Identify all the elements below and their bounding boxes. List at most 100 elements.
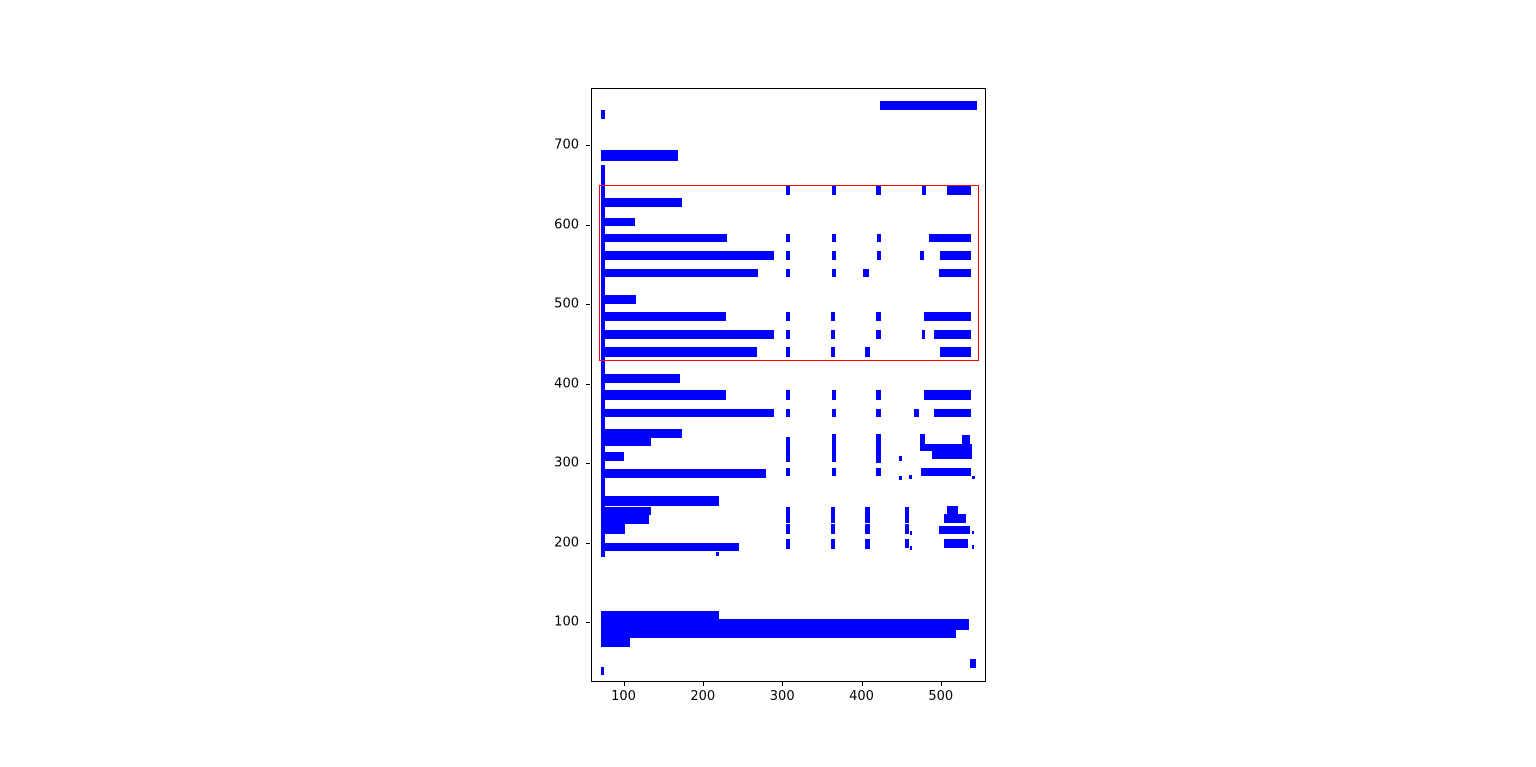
layout-box: [899, 455, 903, 462]
layout-box: [600, 507, 652, 516]
x-tick-label: 300: [769, 689, 795, 704]
layout-box: [830, 524, 836, 534]
layout-box: [785, 329, 790, 339]
layout-box: [785, 390, 790, 400]
y-tick-mark: [586, 304, 590, 306]
layout-box: [923, 312, 972, 322]
layout-box: [940, 347, 972, 357]
layout-box: [600, 329, 775, 339]
layout-box: [933, 329, 972, 339]
x-tick-mark: [940, 682, 942, 686]
layout-box: [600, 524, 626, 534]
highlight-rectangle: [598, 185, 979, 361]
layout-box: [600, 452, 625, 462]
layout-box: [876, 408, 881, 418]
layout-box: [600, 312, 726, 322]
layout-box: [600, 408, 775, 418]
layout-box: [831, 251, 837, 260]
layout-box: [785, 437, 790, 462]
layout-box: [785, 251, 790, 260]
layout-box: [785, 539, 790, 550]
y-tick-label: 200: [554, 535, 579, 551]
layout-box: [600, 268, 759, 278]
layout-box: [785, 233, 790, 243]
layout-box: [600, 165, 606, 558]
x-tick-mark: [702, 682, 704, 686]
layout-box: [600, 373, 680, 384]
y-tick-mark: [586, 542, 590, 544]
layout-box: [910, 546, 913, 551]
layout-box: [600, 233, 727, 243]
layout-box: [919, 434, 926, 445]
layout-box: [831, 186, 837, 195]
layout-box: [831, 268, 836, 278]
layout-box: [600, 610, 719, 620]
layout-box: [940, 251, 972, 260]
layout-box: [929, 233, 972, 243]
layout-box: [600, 390, 726, 400]
layout-box: [922, 329, 926, 339]
layout-box: [947, 505, 958, 516]
layout-box: [785, 408, 790, 418]
layout-box: [932, 450, 972, 460]
layout-box: [939, 525, 971, 534]
layout-box: [876, 434, 881, 464]
layout-box: [785, 186, 790, 195]
layout-box: [971, 545, 975, 549]
y-tick-mark: [586, 463, 590, 465]
layout-box: [876, 186, 881, 195]
layout-box: [933, 408, 972, 418]
layout-box: [600, 295, 636, 304]
x-tick-label: 500: [928, 689, 954, 704]
layout-box: [785, 524, 790, 534]
x-tick-label: 100: [611, 689, 636, 704]
layout-box: [830, 312, 836, 322]
layout-box: [863, 268, 869, 278]
layout-box: [876, 312, 881, 322]
layout-box: [944, 539, 968, 548]
layout-box: [600, 637, 630, 648]
x-tick-mark: [861, 682, 863, 686]
layout-box: [831, 233, 837, 243]
layout-box: [864, 347, 870, 357]
y-tick-label: 500: [554, 296, 579, 312]
x-tick-label: 400: [849, 689, 874, 704]
x-tick-mark: [782, 682, 784, 686]
plot-area: [591, 88, 986, 682]
layout-box: [600, 217, 635, 227]
layout-box: [600, 347, 757, 357]
x-tick-label: 200: [690, 689, 716, 704]
y-tick-mark: [586, 622, 590, 624]
y-tick-label: 700: [554, 137, 579, 153]
y-tick-mark: [586, 224, 590, 226]
layout-box: [899, 475, 903, 480]
layout-box: [600, 429, 682, 438]
layout-box: [904, 507, 909, 524]
layout-box: [947, 186, 972, 195]
layout-box: [600, 438, 651, 447]
layout-box: [831, 390, 837, 400]
layout-box: [600, 667, 604, 676]
layout-box: [600, 629, 956, 638]
layout-box: [785, 312, 790, 322]
layout-box: [715, 551, 719, 556]
layout-box: [864, 539, 870, 550]
layout-box: [785, 507, 790, 524]
layout-box: [876, 233, 882, 243]
layout-box: [600, 496, 719, 506]
layout-box: [922, 186, 926, 195]
layout-box: [921, 467, 972, 477]
layout-box: [944, 514, 966, 524]
layout-box: [919, 444, 972, 451]
layout-box: [830, 329, 836, 339]
layout-box: [924, 390, 972, 400]
layout-box: [864, 507, 870, 524]
layout-box: [904, 524, 909, 534]
layout-box: [785, 347, 790, 357]
layout-box: [600, 543, 739, 551]
layout-box: [969, 659, 976, 668]
layout-box: [830, 347, 836, 357]
layout-box: [600, 515, 650, 524]
layout-box: [831, 467, 837, 477]
